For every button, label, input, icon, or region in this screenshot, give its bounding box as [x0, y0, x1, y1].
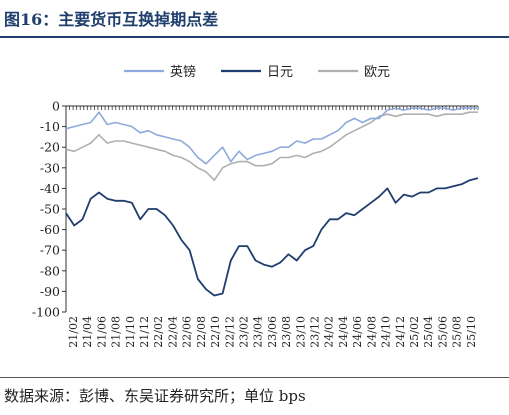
- x-tick-label: 24/04: [337, 316, 350, 348]
- legend-label-0: 英镑: [170, 64, 196, 80]
- x-tick-label: 24/08: [365, 316, 378, 348]
- x-tick-label: 23/08: [280, 316, 293, 348]
- series-line-jpy: [65, 177, 479, 297]
- x-tick-label: 25/06: [436, 316, 449, 348]
- x-tick-label: 25/10: [465, 316, 478, 348]
- x-tick-label: 21/02: [67, 316, 80, 348]
- x-tick-label: 24/06: [351, 316, 364, 348]
- x-tick-label: 24/12: [394, 316, 407, 348]
- x-tick-label: 23/12: [309, 316, 322, 348]
- x-tick-label: 21/06: [95, 316, 108, 348]
- y-tick-label: -50: [40, 202, 60, 217]
- y-tick-label: -40: [40, 181, 60, 196]
- x-tick-label: 23/06: [266, 316, 279, 348]
- x-tick-label: 24/10: [380, 316, 393, 348]
- y-tick-label: -10: [40, 119, 60, 134]
- legend-label-2: 欧元: [364, 65, 390, 80]
- x-tick-label: 23/02: [237, 316, 250, 348]
- x-tick-label: 21/12: [138, 316, 151, 348]
- x-tick-label: 24/02: [323, 316, 336, 348]
- series-line-gbp: [65, 107, 478, 165]
- x-tick-label: 25/02: [408, 316, 421, 348]
- x-tick-label: 22/04: [166, 316, 179, 348]
- x-tick-label: 23/10: [294, 316, 307, 348]
- y-tick-label: -60: [40, 222, 60, 237]
- x-tick-label: 21/08: [110, 316, 123, 348]
- y-tick-label: -100: [32, 305, 60, 320]
- x-tick-label: 22/08: [195, 316, 208, 348]
- series-line-eur: [65, 111, 478, 181]
- x-tick-label: 23/04: [252, 316, 265, 348]
- footer-divider: [0, 377, 509, 378]
- chart-title: 图16：主要货币互换掉期点差: [4, 10, 219, 29]
- x-tick-label: 22/12: [223, 316, 236, 348]
- x-tick-label: 22/06: [181, 316, 194, 348]
- y-tick-label: -90: [40, 284, 60, 299]
- x-tick-label: 22/10: [209, 316, 222, 348]
- x-tick-label: 21/10: [124, 316, 137, 348]
- y-tick-label: -20: [40, 140, 60, 155]
- y-tick-label: -70: [40, 243, 60, 258]
- y-tick-label: 0: [52, 99, 60, 114]
- y-tick-label: -30: [40, 160, 60, 175]
- x-tick-label: 25/08: [451, 316, 464, 348]
- legend-label-1: 日元: [267, 65, 293, 80]
- x-tick-label: 21/04: [81, 316, 94, 348]
- y-tick-label: -80: [40, 263, 60, 278]
- x-tick-label: 22/02: [152, 316, 165, 348]
- source-note: 数据来源：彭博、东吴证券研究所；单位 bps: [4, 387, 306, 405]
- x-tick-label: 25/04: [422, 316, 435, 348]
- chart: 英镑 日元 欧元 0 -10 -20 -30 -40 -50 -60 -70 -80 -90 -100 21…: [32, 64, 479, 348]
- title-bar: [0, 0, 509, 38]
